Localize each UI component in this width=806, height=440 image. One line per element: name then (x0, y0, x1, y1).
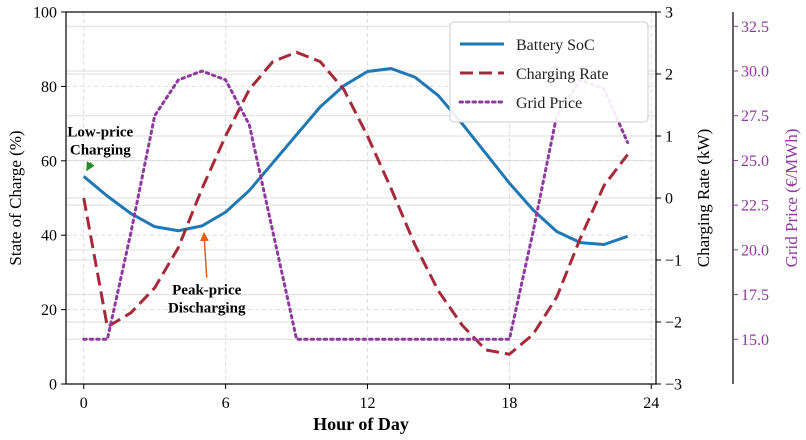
right-axis-tick-label: 2 (665, 67, 673, 84)
price-axis-tick-label: 20.0 (741, 242, 769, 259)
x-axis-tick-label: 24 (643, 395, 659, 412)
right-axis-tick-label: 0 (665, 191, 673, 208)
right-axis-title: Charging Rate (kW) (694, 129, 713, 267)
annotation-text: Peak-price Discharging (168, 283, 246, 317)
left-axis-tick-label: 40 (41, 228, 57, 245)
price-axis-tick-label: 30.0 (741, 64, 769, 81)
annotation-layer: Low-price Charging Peak-price Discharging (67, 125, 246, 317)
annotation-line: Charging (70, 143, 131, 159)
left-axis-tick-label: 60 (41, 153, 57, 170)
price-axis-tick-label: 17.5 (741, 287, 769, 304)
price-axis-tick-label: 27.5 (741, 108, 769, 125)
annotation-line: Low-price (67, 125, 133, 141)
x-axis-tick-label: 18 (501, 395, 517, 412)
annotation-arrow (199, 232, 209, 278)
x-axis-tick-label: 6 (222, 395, 230, 412)
price-axis-tick-label: 15.0 (741, 332, 769, 349)
left-axis-title: State of Charge (%) (6, 130, 25, 265)
annotation-line: Peak-price (172, 283, 241, 299)
x-axis-tick-label: 12 (360, 395, 376, 412)
x-axis-tick-label: 0 (80, 395, 88, 412)
annotation-text: Low-price Charging (67, 125, 133, 159)
left-axis-tick-label: 20 (41, 302, 57, 319)
series-line-grid-price (82, 69, 630, 341)
price-axis-tick-label: 22.5 (741, 198, 769, 215)
price-axis-tick-label: 32.5 (741, 19, 769, 36)
legend-label: Grid Price (516, 95, 582, 112)
legend: Battery SoC Charging Rate Grid Price (449, 21, 649, 123)
series-layer (82, 50, 630, 356)
price-axis-tick-label: 25.0 (741, 153, 769, 170)
left-axis-tick-label: 100 (33, 5, 57, 22)
legend-label: Charging Rate (516, 66, 609, 83)
left-axis-tick-label: 0 (49, 377, 57, 394)
legend-box (449, 21, 649, 123)
annotation-line: Discharging (168, 301, 246, 317)
x-axis-title: Hour of Day (313, 414, 409, 434)
annotation-arrow (86, 161, 95, 172)
legend-label: Battery SoC (516, 37, 595, 54)
price-axis-title: Grid Price (€/MWh) (782, 129, 801, 268)
right-axis-tick-label: −2 (665, 315, 682, 332)
right-axis-tick-label: 3 (665, 5, 673, 22)
series-line-charging-rate (82, 50, 629, 356)
right-axis-tick-label: −3 (665, 377, 682, 394)
left-axis-tick-label: 80 (41, 79, 57, 96)
right-axis-tick-label: −1 (665, 253, 682, 270)
right-axis-tick-label: 1 (665, 129, 673, 146)
